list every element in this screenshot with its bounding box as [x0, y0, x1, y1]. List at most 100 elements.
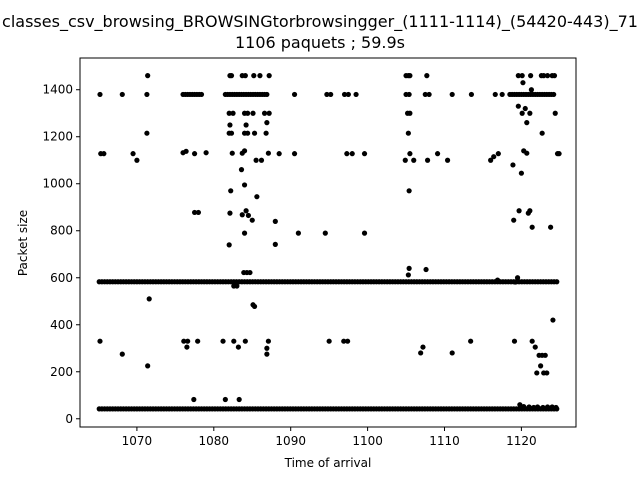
data-point [249, 217, 255, 223]
data-point [424, 157, 431, 163]
data-point [512, 279, 518, 285]
data-point [411, 157, 417, 163]
y-tick-label: 800 [50, 224, 73, 238]
y-tick-label: 400 [50, 318, 73, 332]
data-point [522, 105, 528, 112]
data-point [514, 275, 521, 281]
data-point [97, 91, 103, 98]
data-point [515, 73, 521, 79]
data-point [144, 91, 150, 98]
data-point [235, 344, 242, 350]
data-point [521, 403, 527, 410]
data-point [542, 352, 548, 358]
data-point [468, 91, 475, 98]
data-point [552, 110, 558, 116]
data-point [245, 130, 251, 136]
data-point [492, 91, 498, 98]
data-point [266, 73, 272, 79]
y-axis-label: Packet size [16, 210, 30, 276]
plot-area-frame [79, 57, 577, 428]
data-point [257, 73, 263, 79]
data-point [226, 242, 232, 248]
data-point [195, 209, 202, 216]
data-point [263, 130, 269, 136]
data-point [449, 350, 455, 356]
data-point [254, 194, 260, 200]
data-point [243, 208, 249, 214]
chart-subtitle: 1106 paquets ; 59.9s [235, 33, 405, 52]
data-point [519, 73, 525, 79]
data-point [406, 188, 412, 194]
data-point [191, 209, 198, 216]
data-point [405, 130, 411, 136]
data-point [236, 396, 242, 403]
data-point [361, 151, 368, 157]
data-point [228, 188, 234, 194]
data-point [229, 150, 235, 156]
data-point [272, 218, 278, 224]
data-point [253, 157, 259, 163]
data-point [532, 344, 538, 350]
y-tick-label: 0 [65, 412, 73, 426]
data-point [510, 162, 516, 168]
data-point [251, 130, 258, 136]
data-point [519, 110, 525, 116]
data-point [499, 91, 505, 98]
data-point [341, 338, 347, 344]
x-axis-ticks: 1070 1080 1090 1100 1110 1120 [122, 427, 537, 448]
data-point [406, 265, 412, 271]
data-point [444, 157, 451, 163]
data-point [191, 396, 197, 403]
y-tick-label: 1400 [42, 83, 73, 97]
data-point [145, 73, 151, 79]
data-point [420, 344, 426, 350]
data-point [516, 208, 522, 214]
data-point [527, 208, 533, 214]
data-point [529, 338, 535, 344]
data-point [264, 91, 270, 98]
data-point [324, 91, 330, 98]
data-point [524, 150, 530, 156]
data-point [228, 130, 235, 136]
data-point [518, 170, 525, 176]
data-point [241, 148, 248, 154]
data-point [402, 157, 408, 163]
data-point [468, 338, 474, 344]
data-point [130, 151, 136, 157]
data-point [345, 338, 351, 344]
data-point [553, 404, 559, 411]
data-point [349, 151, 355, 157]
data-point [220, 338, 226, 344]
data-point [407, 110, 413, 116]
data-point [548, 224, 554, 230]
data-point [491, 154, 497, 160]
data-point [181, 338, 187, 344]
data-point [551, 91, 557, 98]
data-point [242, 73, 248, 79]
data-point [534, 370, 540, 376]
data-point [238, 167, 245, 173]
data-point [247, 269, 253, 276]
data-point [326, 338, 332, 344]
data-point [251, 73, 257, 79]
data-point [185, 338, 191, 344]
data-point [524, 120, 530, 126]
data-point [526, 404, 532, 410]
data-point [549, 404, 555, 410]
x-tick-label: 1110 [429, 434, 460, 448]
x-tick-label: 1120 [506, 434, 537, 448]
data-point [520, 80, 526, 86]
data-point [264, 120, 270, 126]
x-tick-label: 1070 [122, 434, 153, 448]
data-point [239, 212, 245, 218]
data-point [195, 338, 201, 344]
data-point [488, 157, 494, 163]
data-point [517, 402, 523, 408]
data-point [424, 73, 430, 79]
data-point [550, 317, 556, 323]
data-point [528, 87, 535, 93]
y-tick-label: 600 [50, 271, 73, 285]
data-point [345, 91, 351, 98]
data-point [538, 363, 544, 369]
